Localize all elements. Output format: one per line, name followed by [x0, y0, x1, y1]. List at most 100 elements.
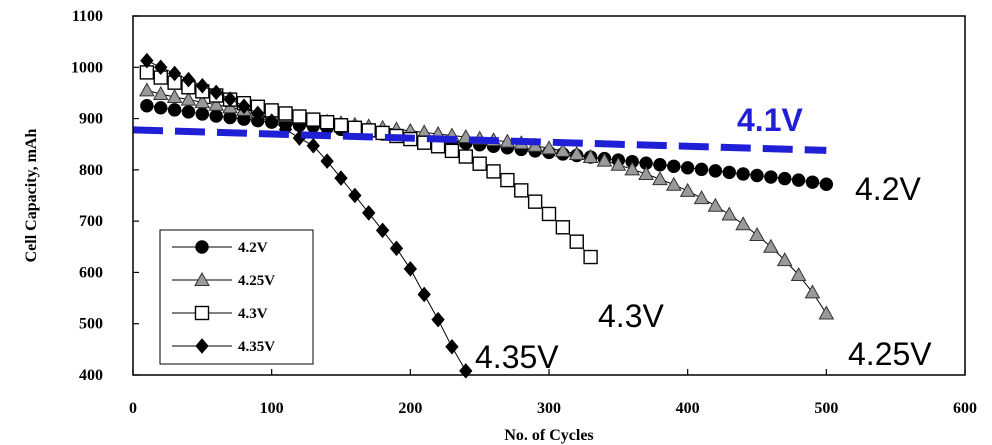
data-point-4-2v — [154, 101, 168, 115]
data-point-4-35v — [209, 84, 223, 101]
data-point-4-3v — [458, 149, 473, 164]
data-point-4-2v — [181, 105, 196, 119]
data-point-4-25v — [804, 284, 821, 299]
data-point-4-35v — [140, 52, 154, 69]
data-point-4-25v — [693, 190, 710, 205]
axis-ticks-layer: 400 500 600 700 800 900 1000 1100 0 100 200 300 400 5… — [71, 8, 977, 417]
x-tick-label: 0 — [129, 400, 137, 417]
legend-label-4-25v: 4.25V — [238, 273, 275, 289]
data-point-4-35v — [375, 222, 390, 239]
data-point-4-25v — [568, 145, 585, 160]
data-point-4-25v — [139, 82, 155, 97]
data-point-4-3v — [292, 109, 307, 124]
legend-box — [159, 229, 314, 365]
data-point-4-25v — [624, 161, 641, 176]
annotation-4-1v: 4.1V — [737, 102, 803, 138]
plot-series-layer — [132, 52, 835, 379]
x-tick-label: 100 — [260, 400, 284, 417]
annotation-4-3v: 4.3V — [598, 298, 664, 334]
data-point-4-2v — [653, 158, 667, 172]
data-point-4-2v — [694, 162, 709, 177]
x-tick-label: 600 — [953, 400, 977, 417]
data-point-4-25v — [735, 216, 751, 231]
data-point-4-25v — [541, 140, 557, 155]
x-tick-label: 500 — [814, 400, 838, 417]
series-4-35v — [140, 52, 473, 379]
y-tick-label: 700 — [79, 213, 103, 230]
data-point-4-25v — [763, 238, 779, 253]
legend: 4.2V 4.25V 4.3V 4.35V — [159, 229, 314, 365]
data-point-4-25v — [679, 182, 696, 197]
data-point-4-3v — [527, 194, 543, 209]
data-point-4-35v — [445, 339, 459, 355]
data-point-4-35v — [389, 240, 404, 257]
legend-marker-4-3v — [194, 305, 210, 321]
annotation-4-2v: 4.2V — [855, 171, 921, 207]
x-tick-label: 300 — [537, 400, 561, 417]
data-point-4-25v — [166, 89, 183, 104]
data-point-4-3v — [514, 183, 529, 198]
data-point-4-2v — [167, 103, 182, 117]
data-point-4-3v — [333, 118, 349, 133]
data-point-4-25v — [582, 149, 599, 164]
legend-marker-4-2v — [195, 240, 209, 254]
data-point-4-3v — [278, 106, 293, 121]
data-point-4-2v — [791, 173, 806, 187]
data-point-4-35v — [417, 286, 431, 303]
data-point-4-2v — [750, 168, 764, 183]
data-point-4-2v — [764, 170, 778, 184]
data-point-4-35v — [237, 98, 251, 115]
data-point-4-3v — [569, 234, 584, 249]
data-point-4-35v — [431, 311, 445, 328]
data-point-4-3v — [541, 206, 557, 222]
data-point-4-25v — [749, 226, 765, 241]
data-point-4-2v — [805, 175, 820, 189]
y-tick-label: 1100 — [72, 8, 103, 25]
series-line-4-1v — [132, 126, 827, 154]
data-point-4-25v — [194, 94, 211, 109]
y-tick-label: 500 — [79, 316, 103, 333]
legend-label-4-35v: 4.35V — [238, 339, 275, 355]
data-point-4-35v — [320, 153, 334, 169]
data-point-4-2v — [140, 99, 154, 113]
legend-label-4-2v: 4.2V — [238, 240, 268, 256]
data-point-4-25v — [208, 96, 225, 111]
data-point-4-25v — [610, 156, 627, 171]
y-tick-label: 900 — [79, 111, 103, 128]
data-point-4-25v — [180, 91, 197, 106]
data-point-4-25v — [721, 206, 738, 221]
data-point-4-35v — [167, 65, 182, 82]
data-point-4-3v — [583, 249, 598, 265]
data-point-4-35v — [403, 261, 417, 277]
data-point-4-3v — [555, 220, 571, 235]
data-point-4-2v — [736, 167, 750, 181]
data-point-4-35v — [348, 187, 362, 204]
y-tick-label: 800 — [79, 162, 103, 179]
data-point-4-25v — [665, 176, 682, 191]
data-point-4-3v — [444, 143, 460, 159]
data-point-4-35v — [265, 113, 279, 129]
data-point-4-35v — [334, 170, 348, 186]
legend-marker-4-25v — [194, 271, 210, 286]
data-point-4-25v — [776, 252, 793, 267]
data-point-4-25v — [596, 152, 613, 167]
data-point-4-2v — [195, 107, 210, 121]
data-point-4-25v — [707, 197, 724, 212]
y-axis-title: Cell Capacity, mAh — [23, 129, 40, 263]
series-4-1v — [132, 126, 827, 154]
annotation-4-25v: 4.25V — [848, 336, 932, 372]
annotation-4-35v: 4.35V — [475, 339, 559, 375]
data-point-4-3v — [500, 172, 515, 188]
y-tick-label: 400 — [79, 367, 103, 384]
x-tick-label: 200 — [398, 400, 422, 417]
data-point-4-3v — [472, 156, 487, 171]
annotations-layer: 4.1V 4.2V 4.3V 4.35V 4.25V — [475, 102, 932, 375]
y-tick-label: 1000 — [71, 59, 103, 76]
data-point-4-35v — [195, 77, 209, 94]
y-tick-label: 600 — [79, 264, 103, 281]
data-point-4-35v — [306, 137, 320, 154]
data-point-4-3v — [319, 114, 335, 130]
data-point-4-25v — [652, 171, 668, 186]
data-point-4-2v — [209, 109, 223, 123]
